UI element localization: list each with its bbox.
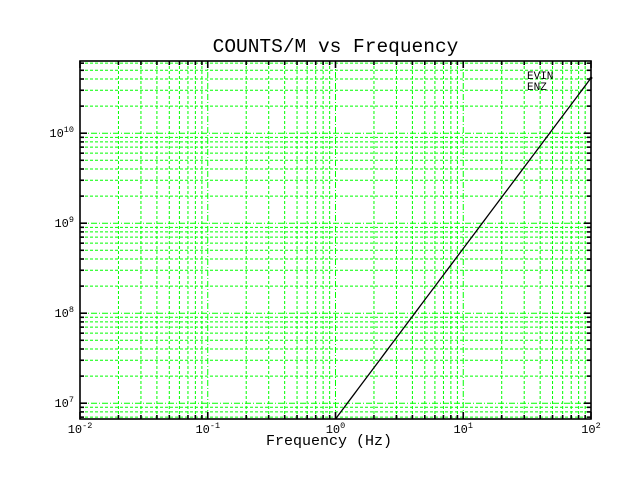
svg-text:109: 109 (54, 215, 74, 231)
svg-text:101: 101 (453, 421, 473, 437)
svg-text:108: 108 (54, 305, 74, 321)
svg-text:COUNTS/M vs Frequency: COUNTS/M vs Frequency (213, 36, 459, 58)
svg-text:10-2: 10-2 (68, 421, 93, 437)
svg-text:107: 107 (54, 395, 74, 411)
svg-text:10-1: 10-1 (195, 421, 220, 437)
svg-text:1010: 1010 (49, 125, 74, 141)
svg-text:102: 102 (581, 421, 601, 437)
svg-text:ENZ: ENZ (527, 82, 547, 94)
